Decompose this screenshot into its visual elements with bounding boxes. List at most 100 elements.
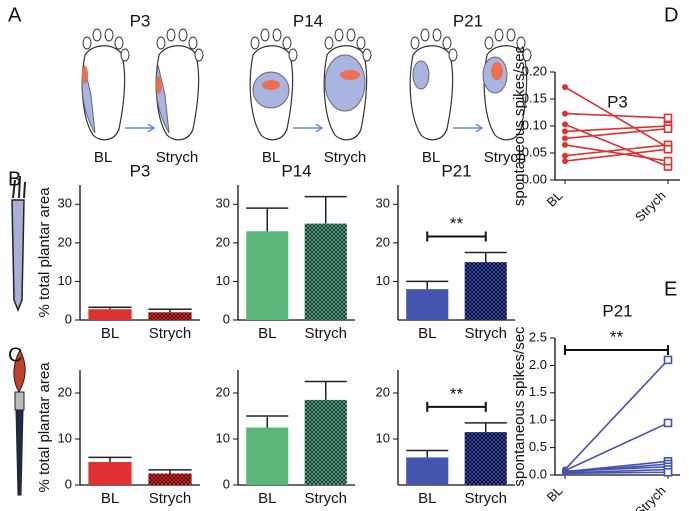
paw-toe <box>166 28 176 42</box>
receptive-core <box>82 66 88 84</box>
panel-letter: C <box>8 344 22 366</box>
receptive-field <box>412 60 430 90</box>
paw-toe <box>420 28 430 42</box>
paw-toe <box>250 36 260 50</box>
bar <box>304 223 347 320</box>
condition-label: BL <box>262 149 280 166</box>
y-tick-label: 2.0 <box>529 357 547 372</box>
x-tick-label: Strych <box>304 490 347 507</box>
bar <box>88 462 132 485</box>
point <box>562 84 568 91</box>
pair-line <box>564 123 669 168</box>
receptive-core <box>340 70 360 80</box>
x-tick-label: BL <box>258 490 276 507</box>
y-tick-label: 30 <box>216 196 230 211</box>
point <box>663 355 673 365</box>
paw-toe <box>522 48 532 62</box>
pair-line <box>564 112 669 119</box>
y-tick-label: 10 <box>58 430 72 445</box>
filament-icon <box>11 175 26 313</box>
point <box>663 418 673 428</box>
paw-toe <box>104 28 114 42</box>
chart-title: P21 <box>441 161 471 180</box>
paw-toe <box>494 28 504 42</box>
bar <box>148 473 192 485</box>
y-tick-label: 0.15 <box>522 90 547 105</box>
paw-toe <box>120 48 130 62</box>
y-tick-label: 0.5 <box>529 439 547 454</box>
point <box>562 152 568 159</box>
receptive-core <box>156 76 162 94</box>
paw-toe <box>334 28 344 42</box>
stage-label: P3 <box>130 11 151 30</box>
bar <box>246 231 289 320</box>
x-tick-label: BL <box>544 483 566 505</box>
arrow-head <box>315 123 324 133</box>
y-tick-label: 20 <box>216 384 230 399</box>
y-tick-label: 0 <box>223 311 230 326</box>
paw-toe <box>484 36 494 50</box>
bar <box>246 427 289 485</box>
y-tick-label: 20 <box>58 384 72 399</box>
condition-label: BL <box>94 149 112 166</box>
point <box>562 135 568 142</box>
y-tick-label: 0 <box>65 311 72 326</box>
y-tick-label: 0.0 <box>529 466 547 481</box>
paw-toe <box>282 36 292 50</box>
paw-toe <box>346 28 356 42</box>
y-tick-label: 10 <box>376 273 390 288</box>
x-tick-label: BL <box>418 325 436 342</box>
significance-label: ** <box>450 384 464 403</box>
arrow-head <box>475 123 484 133</box>
y-tick-label: 1.0 <box>529 412 547 427</box>
pair-line <box>564 86 669 149</box>
y-tick-label: 30 <box>376 196 390 211</box>
y-axis-label: spontaneous spikes/sec <box>511 45 528 206</box>
paw-toe <box>356 36 366 50</box>
y-tick-label: 20 <box>58 234 72 249</box>
pair-line <box>564 465 669 472</box>
condition-label: BL <box>422 149 440 166</box>
x-tick-label: BL <box>258 325 276 342</box>
receptive-core <box>262 80 280 90</box>
x-tick-label: Strych <box>632 483 669 511</box>
paw-outline <box>409 45 454 141</box>
significance-label: ** <box>610 327 624 346</box>
y-tick-label: 10 <box>216 273 230 288</box>
x-tick-label: Strych <box>464 490 507 507</box>
significance-bracket <box>564 345 669 355</box>
x-tick-label: BL <box>101 490 119 507</box>
point <box>562 158 568 165</box>
receptive-core <box>491 62 503 80</box>
pair-line <box>564 359 669 471</box>
chart-title: P14 <box>281 161 311 180</box>
panel-letter: D <box>664 4 678 26</box>
y-tick-label: 10 <box>216 430 230 445</box>
significance-bracket <box>426 401 487 412</box>
paw-toe <box>288 48 298 62</box>
y-axis-label: spontaneous spikes/sec <box>511 326 528 487</box>
pair-line <box>564 422 669 472</box>
pair-line <box>564 144 669 157</box>
point <box>562 110 568 117</box>
bar <box>148 312 192 320</box>
x-tick-label: BL <box>544 188 566 210</box>
paw-toe <box>92 28 102 42</box>
condition-label: Strych <box>156 149 199 166</box>
paw-toe <box>506 28 516 42</box>
point <box>562 121 568 128</box>
y-tick-label: 0.20 <box>522 63 547 78</box>
paw-toe <box>178 28 188 42</box>
point <box>562 128 568 135</box>
x-tick-label: BL <box>418 490 436 507</box>
y-tick-label: 20 <box>376 384 390 399</box>
point <box>562 141 568 148</box>
chart-title: P3 <box>607 92 628 111</box>
x-tick-label: Strych <box>304 325 347 342</box>
y-tick-label: 30 <box>58 196 72 211</box>
significance-label: ** <box>450 214 464 233</box>
bar <box>464 262 507 320</box>
y-tick-label: 20 <box>216 234 230 249</box>
paw-toe <box>188 36 198 50</box>
